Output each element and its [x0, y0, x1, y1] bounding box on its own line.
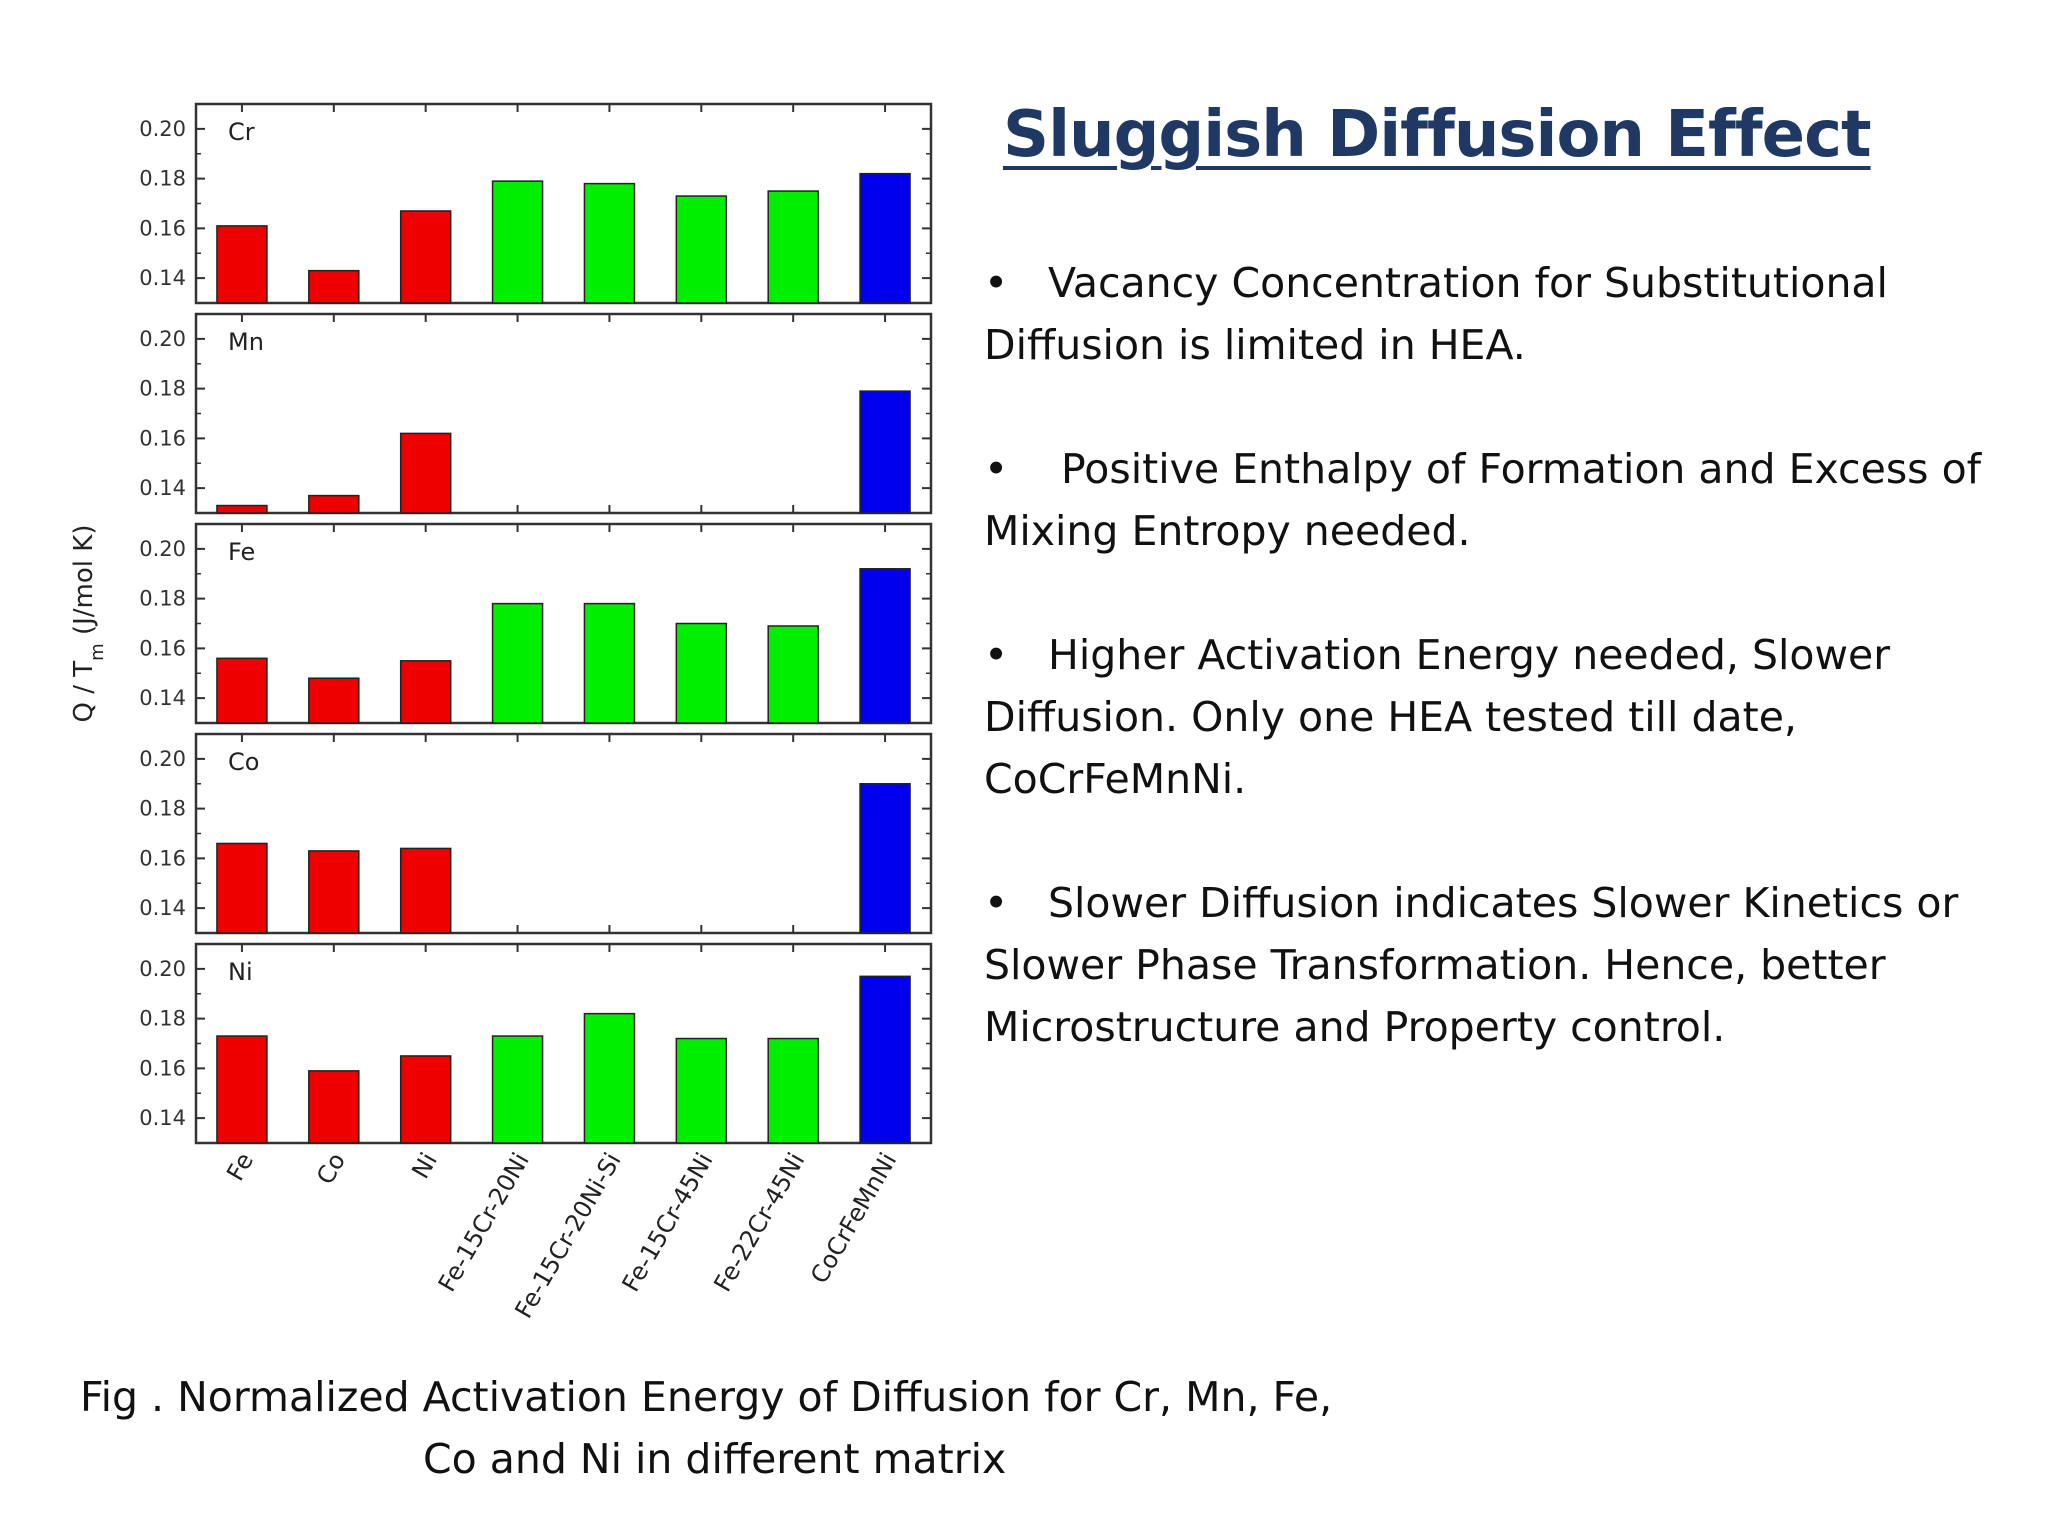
panel-frame: [194, 732, 933, 935]
bar: [859, 783, 911, 934]
bullet-symbol: •: [984, 259, 1009, 307]
y-tick-label: 0.14: [139, 266, 186, 290]
bullet-symbol: •: [984, 631, 1009, 679]
panel-label: Co: [228, 748, 259, 776]
bar: [859, 172, 911, 304]
bullet-item: • Vacancy Concentration for Substitutiona…: [984, 252, 2024, 376]
bar: [399, 210, 452, 304]
figure-caption: Fig . Normalized Activation Energy of Di…: [80, 1366, 1420, 1490]
y-tick-label: 0.18: [139, 377, 186, 401]
slide-title: Sluggish Diffusion Effect: [1003, 98, 1872, 172]
panel-frame: [194, 102, 933, 305]
bar: [859, 390, 911, 514]
bar: [675, 1037, 728, 1144]
bar: [583, 602, 636, 724]
y-tick-label: 0.16: [139, 636, 186, 660]
panel-label: Fe: [228, 538, 255, 566]
y-tick-label: 0.18: [139, 797, 186, 821]
x-category-label: Fe: [221, 1148, 259, 1186]
bar: [583, 182, 636, 304]
panel-frame: [194, 942, 933, 1145]
bullet-item: • Slower Diffusion indicates Slower Kinet…: [984, 872, 2024, 1058]
bar: [216, 657, 268, 724]
bar: [216, 1035, 268, 1144]
bullet-text: Higher Activation Energy needed, Slower …: [984, 631, 1891, 803]
bar: [491, 602, 544, 724]
bar: [216, 225, 268, 304]
y-tick-label: 0.16: [139, 426, 186, 450]
y-tick-label: 0.20: [139, 327, 186, 351]
bullet-item: • Positive Enthalpy of Formation and Exc…: [984, 438, 2024, 562]
bar: [399, 432, 452, 514]
x-category-label: Fe-15Cr-20Ni: [433, 1148, 535, 1297]
x-category-label: CoCrFeMnNi: [805, 1148, 902, 1288]
y-tick-label: 0.20: [139, 537, 186, 561]
bullet-list: • Vacancy Concentration for Substitutiona…: [984, 252, 2024, 1120]
y-tick-label: 0.20: [139, 747, 186, 771]
bar: [399, 1055, 452, 1144]
panel-frame: [194, 522, 933, 725]
bar: [767, 190, 819, 304]
bar: [308, 494, 360, 514]
y-tick-label: 0.16: [139, 216, 186, 240]
x-category-label: Ni: [406, 1148, 443, 1183]
bar: [859, 568, 911, 724]
x-category-label: Co: [311, 1148, 351, 1189]
y-tick-label: 0.16: [139, 846, 186, 870]
bullet-text: Slower Diffusion indicates Slower Kineti…: [984, 879, 1959, 1051]
caption-line-1: Fig . Normalized Activation Energy of Di…: [80, 1373, 1333, 1421]
y-tick-label: 0.14: [139, 1106, 186, 1130]
diffusion-chart: 0.20 0.18 0.16 0.14 Cr 0.20 0.18 0.16 0.14 Mn 0.20…: [69, 102, 933, 1323]
bar: [399, 660, 452, 724]
bar: [675, 622, 728, 724]
bullet-text: Positive Enthalpy of Formation and Exces…: [984, 445, 1982, 555]
bar: [583, 1012, 636, 1144]
panel-frame: [194, 312, 933, 515]
bullet-symbol: •: [984, 879, 1009, 927]
bar: [308, 269, 360, 304]
y-tick-label: 0.14: [139, 476, 186, 500]
bar: [308, 677, 360, 724]
bar: [491, 1035, 544, 1144]
y-tick-label: 0.14: [139, 686, 186, 710]
bullet-symbol: •: [984, 445, 1009, 493]
bullet-text: Vacancy Concentration for Substitutional…: [984, 259, 1888, 369]
caption-line-2: Co and Ni in different matrix: [423, 1435, 1007, 1483]
bar: [767, 1037, 819, 1144]
bar: [859, 975, 911, 1144]
panel-label: Mn: [228, 328, 264, 356]
x-category-label: Fe-15Cr-45Ni: [617, 1148, 719, 1297]
bar: [308, 1070, 360, 1144]
bullet-item: • Higher Activation Energy needed, Slower…: [984, 624, 2024, 810]
y-tick-label: 0.16: [139, 1056, 186, 1080]
bar: [308, 850, 360, 934]
y-tick-label: 0.18: [139, 1007, 186, 1031]
y-tick-label: 0.14: [139, 896, 186, 920]
y-tick-label: 0.18: [139, 587, 186, 611]
y-tick-label: 0.20: [139, 117, 186, 141]
x-category-label: Fe-22Cr-45Ni: [708, 1148, 810, 1297]
bar: [675, 195, 728, 304]
panel-label: Ni: [228, 958, 253, 986]
bar: [491, 180, 544, 304]
y-tick-label: 0.18: [139, 167, 186, 191]
y-tick-label: 0.20: [139, 957, 186, 981]
bar: [216, 842, 268, 934]
panel-label: Cr: [228, 118, 255, 146]
bar: [216, 504, 268, 514]
bar: [399, 847, 452, 934]
y-axis-label: Q / Tm (J/mol K): [69, 525, 108, 723]
bar: [767, 625, 819, 724]
